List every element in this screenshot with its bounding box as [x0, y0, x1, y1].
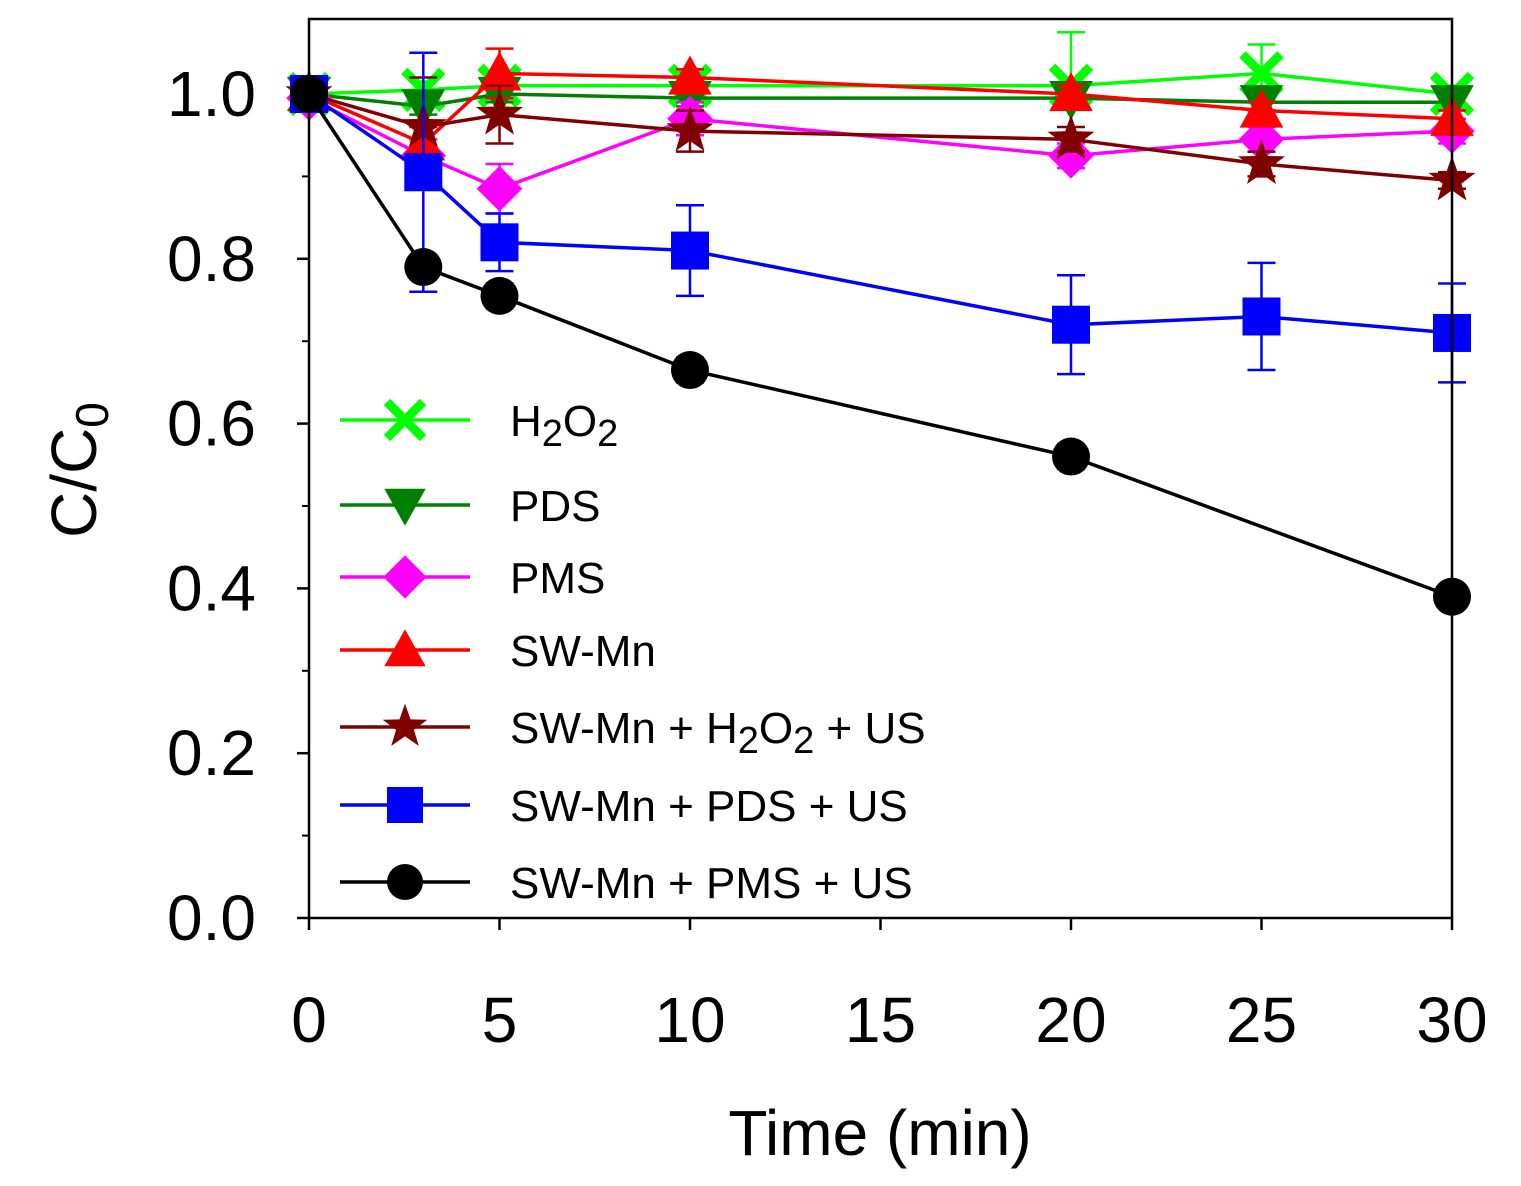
y-tick-label: 0.6: [167, 388, 256, 460]
y-tick-label: 1.0: [167, 58, 256, 130]
series-line: [308, 92, 1453, 335]
legend-item: PMS: [340, 554, 605, 603]
legend-marker: [387, 864, 423, 900]
legend-marker: [387, 787, 423, 823]
legend-item: SW-Mn + PDS + US: [340, 782, 908, 831]
legend-label: SW-Mn + H2O2 + US: [510, 704, 926, 762]
data-point: [666, 106, 714, 152]
data-point: [476, 165, 523, 212]
plot-area: [285, 30, 1476, 616]
legend-label: SW-Mn + PDS + US: [510, 782, 908, 831]
data-point: [404, 153, 443, 192]
data-point: [477, 51, 522, 91]
y-tick-label: 0.0: [167, 882, 256, 954]
series-3: [287, 47, 1474, 162]
data-point: [1048, 133, 1094, 179]
data-point: [1052, 437, 1090, 476]
y-tick-label: 0.8: [167, 223, 256, 295]
data-point: [480, 223, 519, 262]
series-6: [290, 75, 1471, 616]
data-point: [480, 276, 519, 315]
legend-marker: [383, 398, 427, 442]
x-tick-label: 5: [482, 984, 518, 1056]
legend-label: H2O2: [510, 397, 618, 455]
legend: H2O2 PDS PMS SW-Mn SW-Mn + H2O2 + US SW-Mn + …: [340, 397, 926, 908]
axis-titles: Time (min) C/C0: [38, 402, 1032, 1169]
x-tick-label: 10: [654, 984, 725, 1056]
legend-label: PDS: [510, 482, 600, 531]
data-point: [1239, 88, 1284, 128]
series-line: [307, 93, 1453, 599]
data-point: [404, 248, 443, 287]
legend-marker: [383, 555, 427, 599]
x-tick-label: 0: [291, 984, 327, 1056]
legend-item: H2O2: [340, 397, 618, 455]
legend-marker: [382, 703, 428, 746]
data-point: [476, 89, 523, 135]
legend-marker: [384, 488, 426, 526]
data-point: [671, 351, 709, 390]
data-point: [1242, 297, 1281, 336]
legend-item: SW-Mn + PMS + US: [340, 859, 913, 908]
data-point: [1238, 139, 1285, 184]
y-axis-title: C/C0: [38, 402, 118, 538]
axes: 0 5 10 15 20 25 30 0.0 0.2 0.4 0.6 0.8 1.0: [167, 17, 1488, 1056]
x-tick-label: 30: [1416, 984, 1487, 1056]
data-point: [1049, 72, 1093, 112]
x-axis-title: Time (min): [728, 1097, 1031, 1169]
legend-item: SW-Mn + H2O2 + US: [340, 703, 926, 762]
legend-label: PMS: [510, 554, 605, 603]
legend-label: SW-Mn + PMS + US: [510, 859, 913, 908]
legend-item: PDS: [340, 482, 600, 531]
y-tick-label: 0.2: [167, 717, 256, 789]
legend-label: SW-Mn: [510, 627, 656, 676]
data-point: [668, 55, 712, 95]
data-point: [1052, 305, 1090, 344]
x-tick-label: 20: [1035, 984, 1106, 1056]
y-tick-label: 0.4: [167, 552, 256, 624]
legend-item: SW-Mn: [340, 627, 656, 676]
x-tick-label: 25: [1226, 984, 1297, 1056]
x-tick-label: 15: [845, 984, 916, 1056]
data-point: [671, 231, 709, 270]
data-point: [1047, 114, 1095, 160]
series-2: [286, 75, 1475, 215]
legend-marker: [384, 629, 426, 667]
